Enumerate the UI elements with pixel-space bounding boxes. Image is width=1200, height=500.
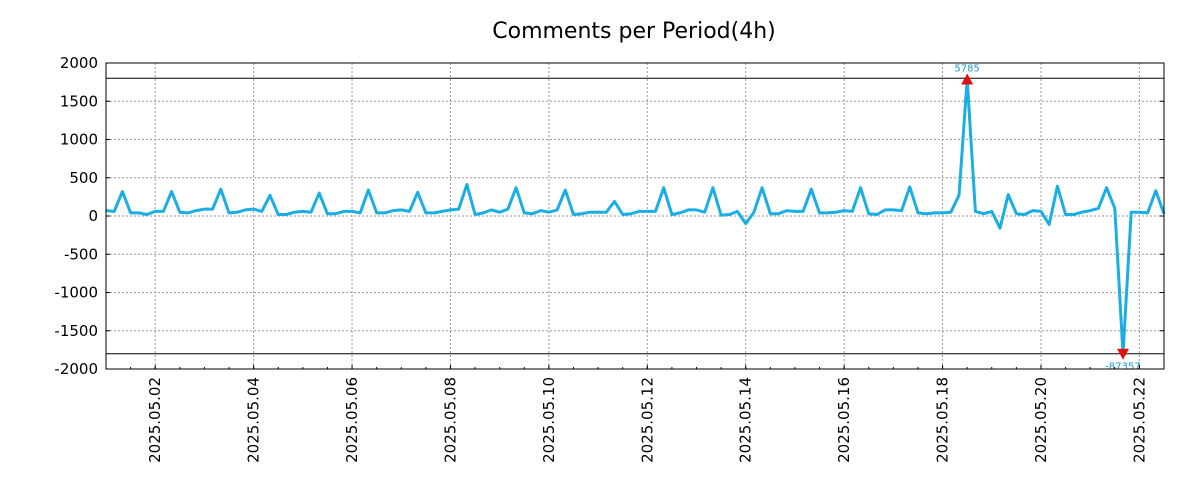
- x-tick-label: 2025.05.12: [638, 377, 656, 463]
- x-tick-label: 2025.05.14: [737, 377, 755, 463]
- y-tick-label: -2000: [54, 360, 98, 378]
- series-line: [105, 77, 1166, 356]
- annotation-label: 5785: [954, 63, 979, 74]
- x-tick-label: 2025.05.18: [934, 377, 952, 463]
- y-tick-label: -500: [64, 245, 98, 263]
- y-tick-label: 1000: [60, 131, 98, 149]
- x-tick-label: 2025.05.10: [540, 377, 558, 463]
- grid: [106, 63, 1164, 369]
- y-tick-label: 0: [88, 207, 98, 225]
- y-tick-label: 1500: [60, 92, 98, 110]
- annotation-label: -87357: [1105, 362, 1140, 373]
- x-tick-label: 2025.05.08: [441, 377, 459, 463]
- x-tick-label: 2025.05.06: [343, 377, 361, 463]
- clip-lines: [106, 77, 1164, 355]
- trough-marker: [1116, 348, 1129, 360]
- x-tick-label: 2025.05.04: [245, 377, 263, 463]
- y-tick-label: 500: [69, 169, 98, 187]
- x-tick-label: 2025.05.02: [146, 377, 164, 463]
- x-axis: 2025.05.02 2025.05.04 2025.05.06 2025.05.08…: [105, 365, 1165, 463]
- annotations: 5785 -87357: [954, 63, 1140, 372]
- y-tick-label: -1000: [54, 284, 98, 302]
- series-layer: [105, 77, 1166, 356]
- chart-title: Comments per Period(4h): [492, 19, 776, 44]
- peak-marker: [961, 73, 974, 85]
- x-tick-label: 2025.05.16: [835, 377, 853, 463]
- y-tick-label: -1500: [54, 322, 98, 340]
- y-tick-label: 2000: [60, 54, 98, 72]
- y-axis: 2000 1500 1000 500 0 -500 -1000 -1500 -2000: [54, 54, 1164, 378]
- x-tick-label: 2025.05.22: [1130, 377, 1148, 463]
- x-tick-label: 2025.05.20: [1032, 377, 1050, 463]
